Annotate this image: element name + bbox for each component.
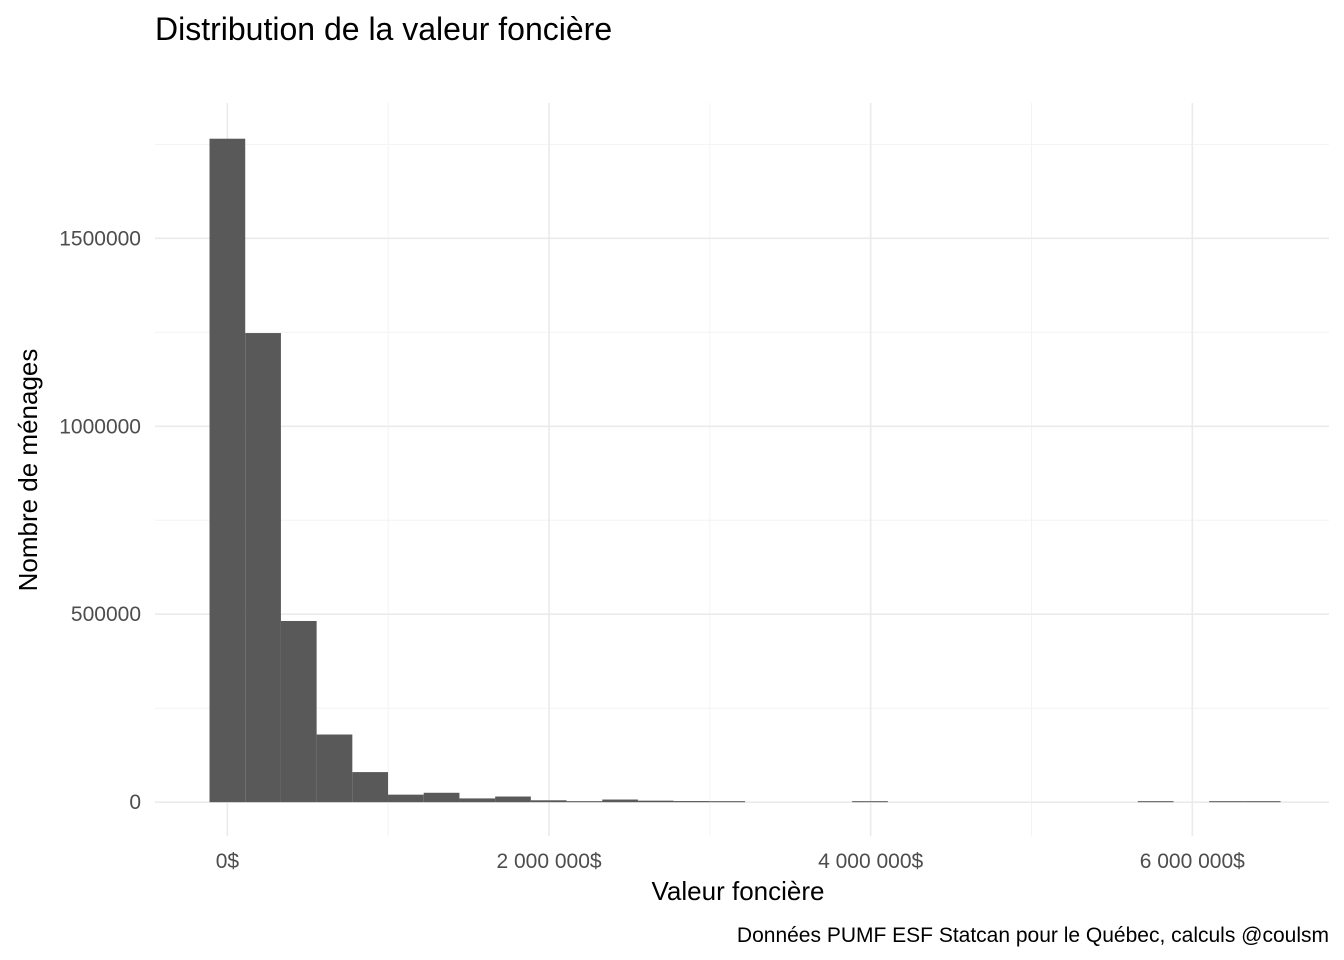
histogram-bar <box>852 801 888 803</box>
y-tick-label: 1500000 <box>59 227 141 250</box>
histogram-bar <box>566 801 603 803</box>
histogram-bar <box>280 620 317 803</box>
y-tick-label: 0 <box>129 791 141 814</box>
grid <box>155 103 1329 836</box>
histogram-bar <box>1244 801 1281 803</box>
histogram-bar <box>245 333 281 803</box>
y-axis-ticks: 0 500000 1000000 1500000 <box>59 227 141 814</box>
y-axis-title: Nombre de ménages <box>13 349 43 592</box>
histogram-bar <box>709 801 746 803</box>
chart-title: Distribution de la valeur foncière <box>155 11 612 47</box>
histogram-bar <box>530 800 567 803</box>
histogram-bar <box>1137 801 1174 803</box>
x-tick-label: 2 000 000$ <box>496 850 601 873</box>
y-tick-label: 500000 <box>71 603 141 626</box>
x-axis-ticks: 0$ 2 000 000$ 4 000 000$ 6 000 000$ <box>216 850 1245 873</box>
bars <box>209 138 1281 803</box>
x-tick-label: 0$ <box>216 850 240 873</box>
histogram-bar <box>637 800 674 803</box>
histogram-bar <box>316 734 353 803</box>
histogram-bar <box>602 799 638 803</box>
x-tick-label: 6 000 000$ <box>1140 850 1245 873</box>
histogram-bar <box>352 772 389 803</box>
histogram-bar <box>495 796 531 803</box>
x-axis-title: Valeur foncière <box>652 876 825 906</box>
histogram-bar <box>388 794 424 803</box>
x-tick-label: 4 000 000$ <box>818 850 923 873</box>
histogram-bar <box>673 801 710 803</box>
chart-caption: Données PUMF ESF Statcan pour le Québec,… <box>737 924 1329 947</box>
y-tick-label: 1000000 <box>59 415 141 438</box>
histogram-bar <box>1209 801 1245 803</box>
histogram-bar <box>459 798 496 803</box>
histogram-bar <box>423 792 460 803</box>
histogram-bar <box>209 138 246 803</box>
